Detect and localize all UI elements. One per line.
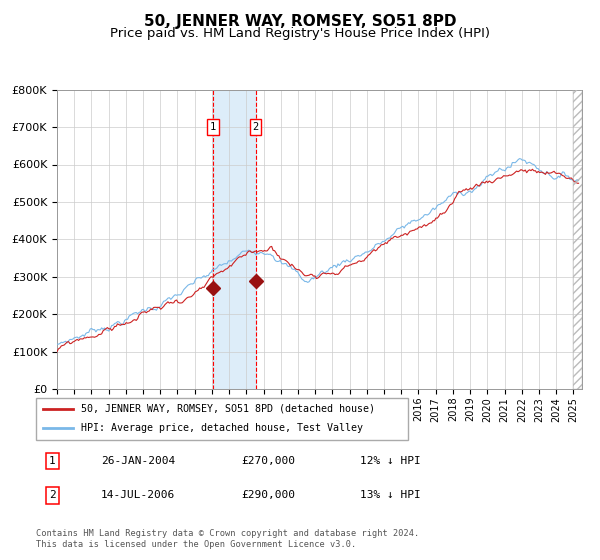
Text: £290,000: £290,000 (241, 491, 295, 501)
Text: 50, JENNER WAY, ROMSEY, SO51 8PD: 50, JENNER WAY, ROMSEY, SO51 8PD (144, 14, 456, 29)
Text: 1: 1 (210, 122, 216, 132)
Text: 2: 2 (49, 491, 56, 501)
Text: 26-JAN-2004: 26-JAN-2004 (101, 456, 175, 466)
Text: 1: 1 (49, 456, 56, 466)
FancyBboxPatch shape (36, 398, 408, 440)
Text: HPI: Average price, detached house, Test Valley: HPI: Average price, detached house, Test… (80, 423, 362, 433)
Text: 12% ↓ HPI: 12% ↓ HPI (360, 456, 421, 466)
Text: 14-JUL-2006: 14-JUL-2006 (101, 491, 175, 501)
Text: Price paid vs. HM Land Registry's House Price Index (HPI): Price paid vs. HM Land Registry's House … (110, 27, 490, 40)
Text: 13% ↓ HPI: 13% ↓ HPI (360, 491, 421, 501)
Text: Contains HM Land Registry data © Crown copyright and database right 2024.
This d: Contains HM Land Registry data © Crown c… (36, 529, 419, 549)
Bar (213, 90, 256, 389)
Text: 50, JENNER WAY, ROMSEY, SO51 8PD (detached house): 50, JENNER WAY, ROMSEY, SO51 8PD (detach… (80, 404, 374, 414)
Text: £270,000: £270,000 (241, 456, 295, 466)
Text: 2: 2 (253, 122, 259, 132)
